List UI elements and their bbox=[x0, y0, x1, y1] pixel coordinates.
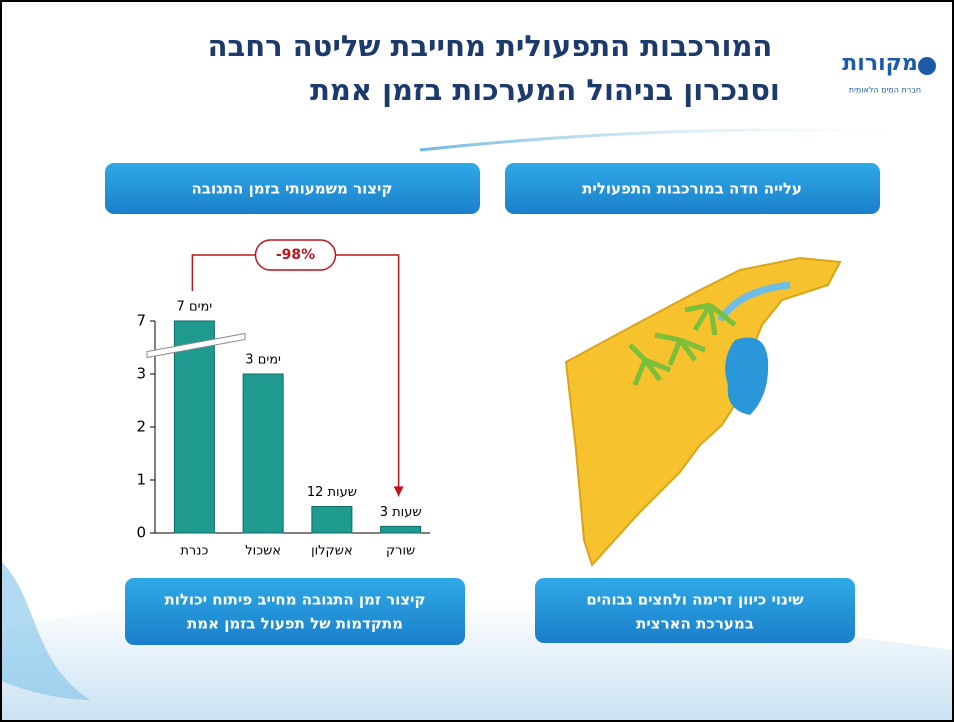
value-label: 3 ימים bbox=[245, 353, 281, 368]
slide: המורכבות התפעולית מחייבת שליטה רחבה וסנכ… bbox=[0, 0, 954, 722]
footer-text: מתקדמות של תפעול בזמן אמת bbox=[187, 615, 403, 633]
logo-subtitle: חברת המים הלאומית bbox=[849, 86, 921, 95]
footer-text: שינוי כיוון זרימה ולחצים גבוהים bbox=[586, 591, 804, 609]
x-tick-label: כנרת bbox=[180, 544, 208, 559]
x-tick-label: אשקלון bbox=[311, 544, 353, 559]
footer-box bbox=[535, 578, 855, 643]
title-line: המורכבות התפעולית מחייבת שליטה רחבה bbox=[208, 29, 773, 63]
y-tick-label: 7 bbox=[136, 312, 146, 330]
bar bbox=[381, 526, 421, 533]
y-tick-label: 1 bbox=[136, 471, 146, 489]
value-label: 7 ימים bbox=[177, 300, 213, 315]
y-tick-label: 0 bbox=[136, 524, 146, 542]
footer-box bbox=[125, 578, 465, 645]
heading: עלייה חדה במורכבות התפעולית bbox=[582, 180, 802, 198]
bar bbox=[312, 507, 352, 534]
logo: מקורות bbox=[842, 51, 918, 76]
heading: קיצור משמעותי בזמן התגובה bbox=[192, 180, 393, 198]
footer-text: במערכת הארצית bbox=[636, 615, 754, 633]
bar bbox=[174, 321, 214, 533]
bar bbox=[243, 374, 283, 533]
title-line: וסנכרון בניהול המערכות בזמן אמת bbox=[310, 73, 780, 107]
logo-icon bbox=[918, 57, 936, 75]
value-label: 3 שעות bbox=[380, 505, 422, 520]
y-tick-label: 3 bbox=[136, 365, 146, 383]
y-tick-label: 2 bbox=[136, 418, 146, 436]
footer-text: קיצור זמן התגובה מחייב פיתוח יכולות bbox=[164, 591, 425, 609]
annotation: -98% bbox=[276, 247, 315, 263]
x-tick-label: אשכול bbox=[245, 544, 281, 559]
value-label: 12 שעות bbox=[307, 485, 357, 500]
x-tick-label: שורק bbox=[386, 544, 415, 559]
